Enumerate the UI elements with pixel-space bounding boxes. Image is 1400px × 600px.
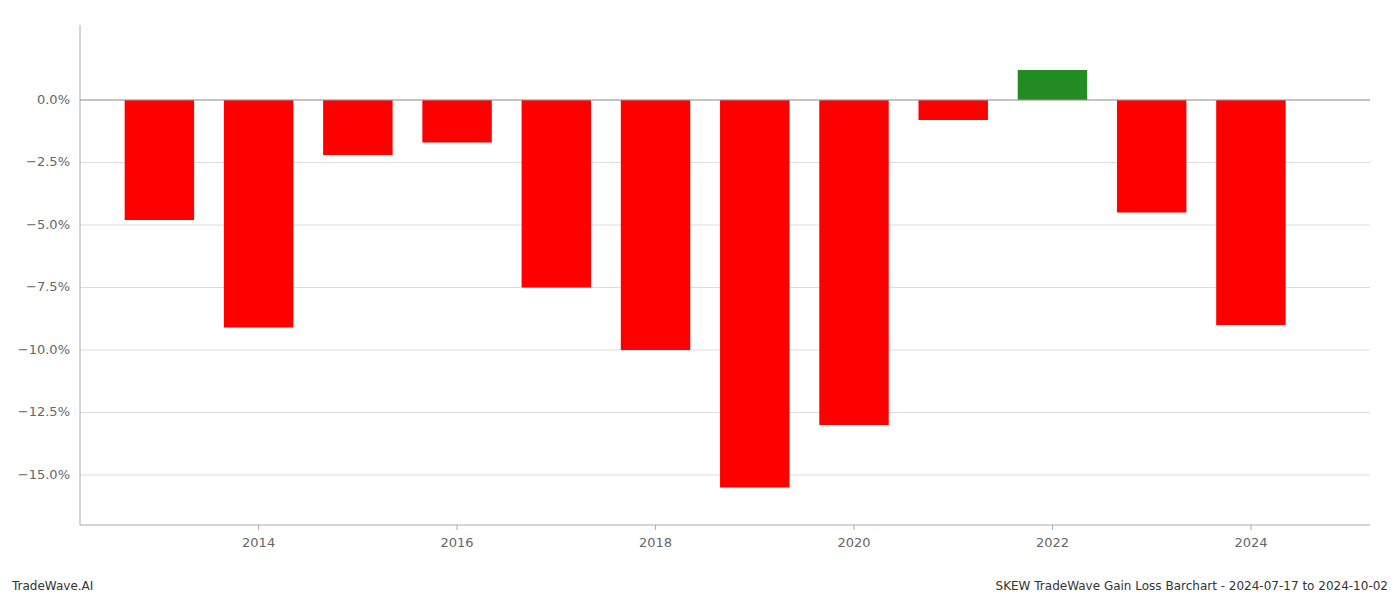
bar (522, 100, 591, 288)
x-tick (854, 525, 855, 530)
y-tick-label: −2.5% (26, 154, 70, 169)
y-ticks: 0.0% −2.5% −5.0% −7.5% −10.0% −12.5% −15.0% (18, 92, 70, 482)
bar (125, 100, 194, 220)
y-tick-label: −7.5% (26, 279, 70, 294)
bar (621, 100, 690, 350)
y-tick-label: −5.0% (26, 217, 70, 232)
x-tick (655, 525, 656, 530)
x-tick (1250, 525, 1251, 530)
bar (224, 100, 293, 328)
x-tick-label: 2018 (639, 535, 672, 550)
footer-left: TradeWave.AI (11, 579, 93, 593)
y-tick-label: −15.0% (18, 467, 70, 482)
grid-line (80, 100, 1370, 101)
x-tick (1052, 525, 1053, 530)
y-tick-label: −10.0% (18, 342, 70, 357)
x-ticks: 2014 2016 2018 2020 2022 2024 (242, 525, 1267, 550)
bar (1216, 100, 1285, 325)
zero-line (80, 100, 1370, 101)
bar (323, 100, 392, 155)
chart-svg: 0.0% −2.5% −5.0% −7.5% −10.0% −12.5% −15.0% 201… (0, 0, 1400, 600)
chart-container: 0.0% −2.5% −5.0% −7.5% −10.0% −12.5% −15.0% 201… (0, 0, 1400, 600)
x-tick (457, 525, 458, 530)
x-tick-label: 2022 (1036, 535, 1069, 550)
bar (422, 100, 491, 143)
x-tick-label: 2024 (1234, 535, 1267, 550)
x-tick-label: 2020 (837, 535, 870, 550)
x-tick-label: 2016 (441, 535, 474, 550)
y-tick-label: 0.0% (37, 92, 70, 107)
x-tick-label: 2014 (242, 535, 275, 550)
x-axis-line (80, 525, 1370, 526)
bar (720, 100, 789, 488)
y-tick-label: −12.5% (18, 404, 70, 419)
x-tick (258, 525, 259, 530)
footer-right: SKEW TradeWave Gain Loss Barchart - 2024… (996, 579, 1388, 593)
bar (1018, 70, 1087, 100)
bar (919, 100, 988, 120)
bar (1117, 100, 1186, 213)
bar (819, 100, 888, 425)
bars (125, 70, 1286, 488)
